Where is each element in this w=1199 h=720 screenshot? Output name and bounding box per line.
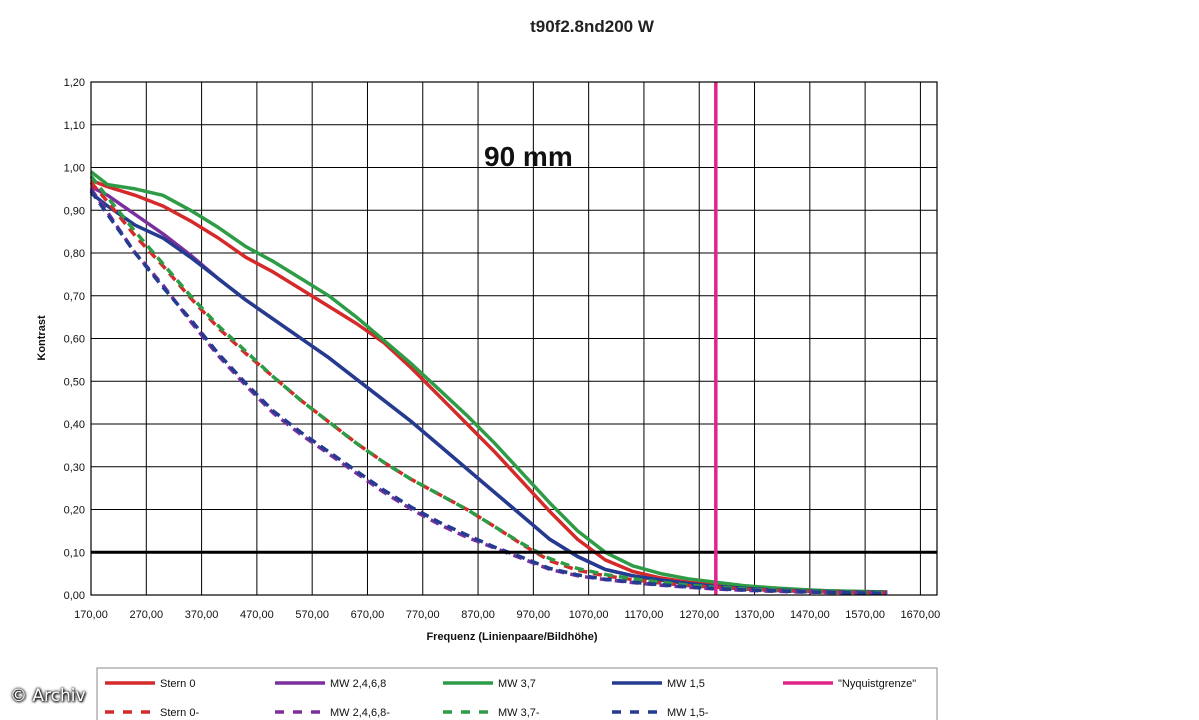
y-tick-label: 0,10 xyxy=(64,547,85,559)
legend-label: Stern 0- xyxy=(160,707,199,719)
legend-label: MW 1,5- xyxy=(667,707,709,719)
x-tick-label: 570,00 xyxy=(295,609,329,621)
y-tick-label: 1,20 xyxy=(64,77,85,89)
y-tick-label: 0,50 xyxy=(64,376,85,388)
copyright-watermark: © Archiv xyxy=(10,686,86,706)
x-tick-label: 270,00 xyxy=(129,609,163,621)
y-tick-label: 0,60 xyxy=(64,334,85,346)
series-line xyxy=(90,178,888,594)
x-tick-label: 770,00 xyxy=(406,609,440,621)
y-tick-label: 0,80 xyxy=(64,248,85,260)
legend-label: MW 3,7- xyxy=(498,707,540,719)
focal-length-annotation: 90 mm xyxy=(484,141,573,172)
series-line xyxy=(89,181,888,595)
x-tick-label: 1070,00 xyxy=(569,609,609,621)
x-tick-label: 1270,00 xyxy=(679,609,719,621)
y-axis-label: Kontrast xyxy=(36,315,48,361)
legend-label: MW 2,4,6,8 xyxy=(330,678,386,690)
y-tick-label: 0,90 xyxy=(64,205,85,217)
series-layer xyxy=(89,170,888,596)
legend-label: Stern 0 xyxy=(160,678,195,690)
legend-label: MW 2,4,6,8- xyxy=(330,707,390,719)
x-tick-label: 970,00 xyxy=(517,609,551,621)
legend-label: MW 3,7 xyxy=(498,678,536,690)
x-tick-label: 1670,00 xyxy=(901,609,941,621)
series-line xyxy=(89,170,888,594)
x-tick-label: 470,00 xyxy=(240,609,274,621)
plot-frame xyxy=(90,81,938,596)
legend-frame xyxy=(96,667,938,720)
y-tick-label: 0,70 xyxy=(64,291,85,303)
y-tick-label: 1,00 xyxy=(64,163,85,175)
x-tick-label: 1570,00 xyxy=(845,609,885,621)
legend-label: MW 1,5 xyxy=(667,678,705,690)
series-line xyxy=(90,185,888,595)
y-tick-label: 0,40 xyxy=(64,419,85,431)
series-line xyxy=(89,175,888,595)
series-line xyxy=(89,189,888,596)
y-tick-label: 0,30 xyxy=(64,462,85,474)
x-tick-label: 870,00 xyxy=(461,609,495,621)
x-axis-label: Frequenz (Linienpaare/Bildhöhe) xyxy=(426,631,597,643)
reference-lines xyxy=(91,82,937,595)
y-tick-label: 0,20 xyxy=(64,505,85,517)
legend: Stern 0 MW 2,4,6,8 MW 3,7 MW 1,5 "Nyquistgre… xyxy=(96,667,938,720)
x-tick-label: 370,00 xyxy=(185,609,219,621)
axis-ticks: 170,00 270,00 370,00 470,00 570,00 670,00 770,… xyxy=(64,77,941,621)
legend-label: "Nyquistgrenze" xyxy=(838,678,916,690)
x-tick-label: 1470,00 xyxy=(790,609,830,621)
chart-title: t90f2.8nd200 W xyxy=(530,17,655,36)
x-tick-label: 1170,00 xyxy=(624,609,663,621)
x-tick-label: 670,00 xyxy=(351,609,385,621)
x-tick-label: 1370,00 xyxy=(735,609,775,621)
y-tick-label: 0,00 xyxy=(64,590,85,602)
series-line xyxy=(89,187,888,596)
x-tick-label: 170,00 xyxy=(74,609,108,621)
y-tick-label: 1,10 xyxy=(64,120,85,132)
